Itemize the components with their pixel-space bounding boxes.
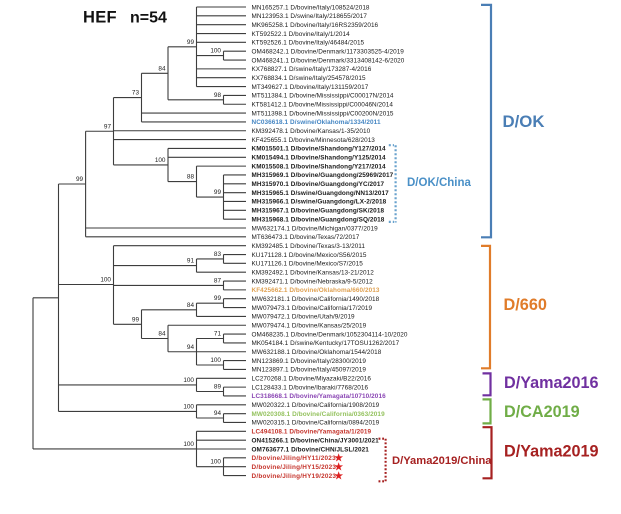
svg-text:D/CA2019: D/CA2019 bbox=[504, 403, 580, 421]
svg-text:MN123869.1 D/bovine/Italy/2830: MN123869.1 D/bovine/Italy/28300/2019 bbox=[252, 358, 367, 365]
svg-text:D/Yama2019/China: D/Yama2019/China bbox=[392, 455, 492, 467]
svg-text:MK054184.1 D/swine/Kentucky/17: MK054184.1 D/swine/Kentucky/17TOSU1262/2… bbox=[252, 340, 400, 347]
svg-text:D/OK: D/OK bbox=[503, 112, 545, 131]
svg-text:OM763677.1 D/bovine/CHN/JLSL/2: OM763677.1 D/bovine/CHN/JLSL/2021 bbox=[252, 446, 370, 453]
svg-text:OM468241.1 D/bovine/Denmark/33: OM468241.1 D/bovine/Denmark/3313408142-6… bbox=[252, 57, 405, 64]
svg-text:KM015508.1 D/bovine/Shandong/Y: KM015508.1 D/bovine/Shandong/Y217/2014 bbox=[252, 163, 386, 170]
svg-text:KM015494.1 D/bovine/Shandong/Y: KM015494.1 D/bovine/Shandong/Y125/2014 bbox=[252, 155, 386, 162]
svg-text:99: 99 bbox=[187, 39, 195, 46]
svg-text:71: 71 bbox=[214, 331, 222, 338]
svg-text:HEF: HEF bbox=[83, 9, 117, 27]
svg-text:KT592522.1 D/bovine/Italy/1/20: KT592522.1 D/bovine/Italy/1/2014 bbox=[252, 31, 351, 38]
svg-text:100: 100 bbox=[183, 377, 194, 384]
svg-text:100: 100 bbox=[210, 48, 221, 55]
svg-text:LC494108.1 D/bovine/Yamagata/1: LC494108.1 D/bovine/Yamagata/1/2019 bbox=[252, 429, 372, 436]
svg-text:89: 89 bbox=[214, 384, 222, 391]
svg-text:83: 83 bbox=[214, 251, 222, 258]
svg-text:84: 84 bbox=[158, 65, 166, 72]
svg-text:98: 98 bbox=[214, 92, 222, 99]
svg-text:KT581412.1 D/bovine/Mississipp: KT581412.1 D/bovine/Mississippi/C00046N/… bbox=[252, 101, 394, 108]
svg-text:LC318668.1 D/bovine/Yamagata/1: LC318668.1 D/bovine/Yamagata/10710/2016 bbox=[252, 393, 387, 400]
svg-text:MH315970.1 D/bovine/Guangdong/: MH315970.1 D/bovine/Guangdong/YC/2017 bbox=[252, 181, 385, 188]
svg-text:MW079473.1 D/bovine/California: MW079473.1 D/bovine/California/17/2019 bbox=[252, 305, 373, 312]
svg-text:KM392485.1 D/bovine/Texas/3-13: KM392485.1 D/bovine/Texas/3-13/2011 bbox=[252, 243, 366, 250]
svg-text:MW079474.1 D/bovine/Kansas/25/: MW079474.1 D/bovine/Kansas/25/2019 bbox=[252, 322, 367, 329]
svg-text:99: 99 bbox=[214, 295, 222, 302]
svg-text:MW632174.1 D/bovine/Michigan/0: MW632174.1 D/bovine/Michigan/0377/2019 bbox=[252, 225, 379, 232]
svg-text:100: 100 bbox=[183, 403, 194, 410]
svg-text:MK965258.1 D/bovine/Italy/16RS: MK965258.1 D/bovine/Italy/16RS2359/2016 bbox=[252, 22, 379, 29]
svg-text:88: 88 bbox=[187, 174, 195, 181]
svg-text:91: 91 bbox=[187, 258, 195, 265]
svg-text:KF425662.1 D/bovine/Oklahoma/6: KF425662.1 D/bovine/Oklahoma/660/2013 bbox=[252, 287, 380, 294]
svg-text:100: 100 bbox=[210, 357, 221, 364]
svg-text:MT636473.1 D/bovine/Texas/72/2: MT636473.1 D/bovine/Texas/72/2017 bbox=[252, 234, 360, 241]
svg-text:KX768834.1 D/swine/Italy/25457: KX768834.1 D/swine/Italy/254578/2015 bbox=[252, 75, 366, 82]
svg-text:MH315967.1 D/bovine/Guangdong/: MH315967.1 D/bovine/Guangdong/SK/2018 bbox=[252, 208, 385, 215]
svg-text:KM392478.1 D/bovine/Kansas/1-3: KM392478.1 D/bovine/Kansas/1-35/2010 bbox=[252, 128, 371, 135]
svg-text:87: 87 bbox=[214, 277, 222, 284]
svg-text:MH315966.1 D/swine/Guangdong/L: MH315966.1 D/swine/Guangdong/LX-2/2018 bbox=[252, 199, 387, 206]
svg-text:MW632181.1 D/bovine/California: MW632181.1 D/bovine/California/1490/2018 bbox=[252, 296, 380, 303]
svg-text:D/bovine/Jiling/HY19/2023: D/bovine/Jiling/HY19/2023 bbox=[252, 473, 337, 480]
svg-text:KM015501.1 D/bovine/Shandong/Y: KM015501.1 D/bovine/Shandong/Y127/2014 bbox=[252, 146, 386, 153]
svg-text:99: 99 bbox=[76, 176, 84, 183]
svg-text:KU171126.1 D/bovine/Mexico/S7/: KU171126.1 D/bovine/Mexico/S7/2015 bbox=[252, 261, 364, 268]
svg-text:★: ★ bbox=[334, 461, 344, 473]
svg-text:97: 97 bbox=[104, 123, 112, 130]
svg-text:MT511384.1 D/bovine/Mississipp: MT511384.1 D/bovine/Mississippi/C00017N/… bbox=[252, 93, 394, 100]
svg-text:★: ★ bbox=[334, 470, 344, 482]
svg-text:MW632188.1 D/bovine/Oklahoma/1: MW632188.1 D/bovine/Oklahoma/1544/2018 bbox=[252, 349, 382, 356]
svg-text:100: 100 bbox=[100, 277, 111, 284]
svg-text:KU171128.1 D/bovine/Mexico/S56: KU171128.1 D/bovine/Mexico/S56/2015 bbox=[252, 252, 367, 259]
svg-text:73: 73 bbox=[132, 90, 140, 97]
svg-text:KX768827.1 D/swine/Italy/17328: KX768827.1 D/swine/Italy/173287-4/2016 bbox=[252, 66, 372, 73]
svg-text:KM392492.1 D/bovine/Kansas/13-: KM392492.1 D/bovine/Kansas/13-21/2012 bbox=[252, 269, 375, 276]
svg-text:94: 94 bbox=[214, 410, 222, 417]
svg-text:99: 99 bbox=[132, 316, 140, 323]
svg-text:84: 84 bbox=[187, 302, 195, 309]
svg-text:99: 99 bbox=[214, 189, 222, 196]
svg-text:D/bovine/Jiling/HY15/2023: D/bovine/Jiling/HY15/2023 bbox=[252, 464, 337, 471]
svg-text:KF425655.1 D/bovine/Minnesota/: KF425655.1 D/bovine/Minnesota/628/2013 bbox=[252, 137, 376, 144]
svg-text:MW079472.1 D/bovine/Utah/9/201: MW079472.1 D/bovine/Utah/9/2019 bbox=[252, 314, 356, 321]
svg-text:MW020308.1 D/bovine/California: MW020308.1 D/bovine/California/0363/2019 bbox=[252, 411, 386, 418]
svg-text:100: 100 bbox=[183, 441, 194, 448]
svg-text:100: 100 bbox=[210, 459, 221, 466]
svg-text:MT349627.1 D/bovine/Italy/1311: MT349627.1 D/bovine/Italy/131159/2017 bbox=[252, 84, 369, 91]
svg-text:D/Yama2019: D/Yama2019 bbox=[504, 443, 599, 461]
svg-text:ON415266.1 D/bovine/China/JY30: ON415266.1 D/bovine/China/JY3001/2021 bbox=[252, 437, 380, 444]
svg-text:D/OK/China: D/OK/China bbox=[407, 177, 471, 189]
svg-text:MW020315.1 D/bovine/California: MW020315.1 D/bovine/California/0894/2019 bbox=[252, 420, 380, 427]
svg-text:100: 100 bbox=[155, 157, 166, 164]
svg-text:KM392471.1 D/bovine/Nebraska/9: KM392471.1 D/bovine/Nebraska/9-5/2012 bbox=[252, 278, 374, 285]
svg-text:MH315969.1 D/bovine/Guangdong/: MH315969.1 D/bovine/Guangdong/25969/2017 bbox=[252, 172, 394, 179]
svg-text:D/Yama2016: D/Yama2016 bbox=[504, 374, 599, 392]
svg-text:MT511398.1 D/bovine/Mississipp: MT511398.1 D/bovine/Mississippi/C00200N/… bbox=[252, 110, 394, 117]
svg-text:94: 94 bbox=[187, 344, 195, 351]
svg-text:LC270268.1 D/bovine/Miyazaki/B: LC270268.1 D/bovine/Miyazaki/B22/2016 bbox=[252, 376, 372, 383]
svg-text:MW020322.1 D/bovine/California: MW020322.1 D/bovine/California/1908/2019 bbox=[252, 402, 380, 409]
svg-text:D/660: D/660 bbox=[504, 296, 547, 314]
svg-text:n=54: n=54 bbox=[130, 10, 167, 27]
svg-text:OM468235.1 D/bovine/Denmark/10: OM468235.1 D/bovine/Denmark/1052304114-1… bbox=[252, 331, 408, 338]
svg-text:84: 84 bbox=[158, 331, 166, 338]
svg-text:MH315965.1 D/swine/Guangdong/N: MH315965.1 D/swine/Guangdong/NN13/2017 bbox=[252, 190, 390, 197]
svg-text:MN123897.1 D/bovine/Italy/4509: MN123897.1 D/bovine/Italy/45097/2019 bbox=[252, 367, 367, 374]
svg-text:NC036618.1 D/swine/Oklahoma/13: NC036618.1 D/swine/Oklahoma/1334/2011 bbox=[252, 119, 381, 126]
svg-text:KT592526.1 D/bovine/Italy/4648: KT592526.1 D/bovine/Italy/46484/2015 bbox=[252, 40, 365, 47]
svg-text:LC128433.1 D/bovine/Ibaraki/77: LC128433.1 D/bovine/Ibaraki/7768/2016 bbox=[252, 384, 369, 391]
svg-text:★: ★ bbox=[334, 453, 344, 465]
svg-text:D/bovine/Jiling/HY11/2023: D/bovine/Jiling/HY11/2023 bbox=[252, 455, 337, 462]
svg-text:MN165257.1 D/bovine/Italy/1085: MN165257.1 D/bovine/Italy/108524/2018 bbox=[252, 4, 370, 11]
svg-text:MN123953.1 D/swine/Italy/21865: MN123953.1 D/swine/Italy/218655/2017 bbox=[252, 13, 368, 20]
svg-text:MH315968.1 D/bovine/Guangdong/: MH315968.1 D/bovine/Guangdong/SQ/2018 bbox=[252, 216, 385, 223]
svg-text:OM468242.1 D/bovine/Denmark/11: OM468242.1 D/bovine/Denmark/1173303525-4… bbox=[252, 48, 405, 55]
